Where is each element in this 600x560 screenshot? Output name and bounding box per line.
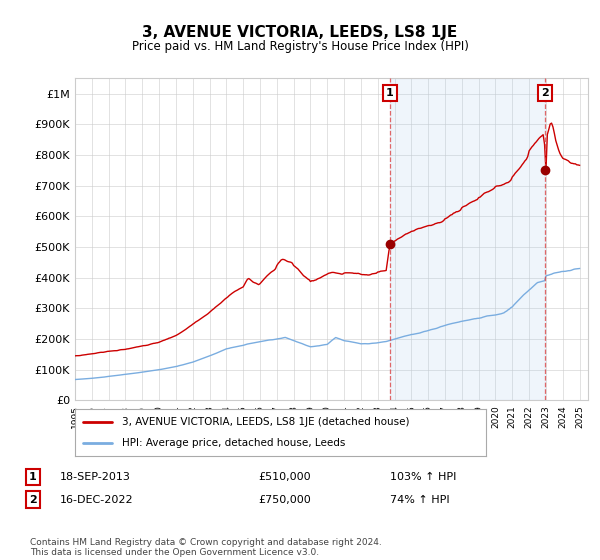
Text: £750,000: £750,000 xyxy=(258,494,311,505)
Text: 2: 2 xyxy=(29,494,37,505)
Text: Price paid vs. HM Land Registry's House Price Index (HPI): Price paid vs. HM Land Registry's House … xyxy=(131,40,469,53)
Text: 1: 1 xyxy=(29,472,37,482)
Text: 3, AVENUE VICTORIA, LEEDS, LS8 1JE (detached house): 3, AVENUE VICTORIA, LEEDS, LS8 1JE (deta… xyxy=(122,417,410,427)
Text: 103% ↑ HPI: 103% ↑ HPI xyxy=(390,472,457,482)
Text: 3, AVENUE VICTORIA, LEEDS, LS8 1JE: 3, AVENUE VICTORIA, LEEDS, LS8 1JE xyxy=(142,25,458,40)
Text: 74% ↑ HPI: 74% ↑ HPI xyxy=(390,494,449,505)
Text: £510,000: £510,000 xyxy=(258,472,311,482)
Text: 2: 2 xyxy=(541,88,549,98)
Text: Contains HM Land Registry data © Crown copyright and database right 2024.
This d: Contains HM Land Registry data © Crown c… xyxy=(30,538,382,557)
Text: 16-DEC-2022: 16-DEC-2022 xyxy=(60,494,134,505)
Text: 18-SEP-2013: 18-SEP-2013 xyxy=(60,472,131,482)
Text: 1: 1 xyxy=(386,88,394,98)
Text: HPI: Average price, detached house, Leeds: HPI: Average price, detached house, Leed… xyxy=(122,438,346,448)
Bar xyxy=(390,78,545,400)
